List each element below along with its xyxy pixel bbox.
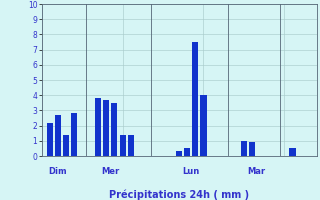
Bar bbox=[176, 151, 182, 156]
Bar bbox=[290, 148, 296, 156]
Bar bbox=[111, 103, 117, 156]
Text: Précipitations 24h ( mm ): Précipitations 24h ( mm ) bbox=[109, 189, 249, 200]
Bar bbox=[55, 115, 61, 156]
Bar bbox=[95, 98, 101, 156]
Bar bbox=[200, 95, 206, 156]
Text: Mar: Mar bbox=[247, 167, 265, 176]
Bar bbox=[47, 123, 53, 156]
Bar bbox=[249, 142, 255, 156]
Text: Lun: Lun bbox=[183, 167, 200, 176]
Bar bbox=[192, 42, 198, 156]
Bar bbox=[103, 100, 109, 156]
Bar bbox=[63, 135, 69, 156]
Bar bbox=[119, 135, 125, 156]
Bar bbox=[184, 148, 190, 156]
Bar bbox=[241, 141, 247, 156]
Bar bbox=[71, 113, 77, 156]
Bar bbox=[128, 135, 134, 156]
Text: Dim: Dim bbox=[48, 167, 67, 176]
Text: Mer: Mer bbox=[101, 167, 120, 176]
